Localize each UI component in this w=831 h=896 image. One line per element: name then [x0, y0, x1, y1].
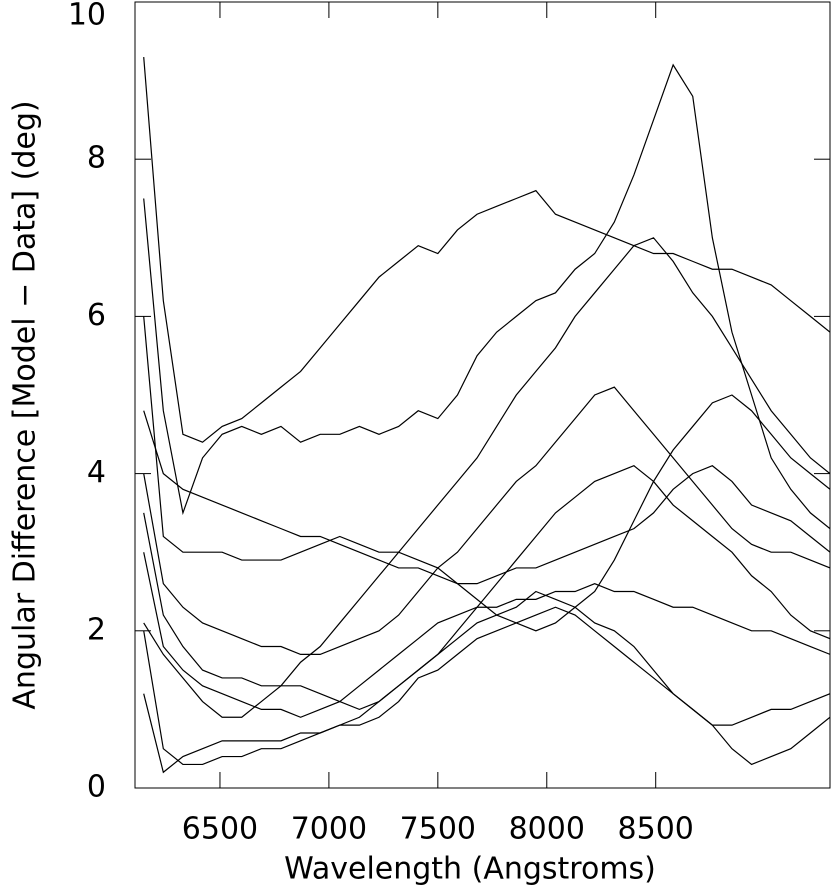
y-tick-label: 0	[87, 770, 106, 805]
y-tick-label: 10	[68, 0, 106, 33]
series-line	[143, 386, 830, 655]
series-line	[143, 63, 830, 530]
y-tick-label: 4	[87, 455, 106, 490]
series-line	[143, 237, 830, 718]
x-axis-label: Wavelength (Angstroms)	[284, 852, 656, 887]
series-line	[143, 590, 830, 766]
x-tick-label: 7000	[291, 812, 367, 847]
series-line	[143, 606, 830, 774]
x-tick-label: 8000	[509, 812, 585, 847]
x-tick-label: 7500	[400, 812, 476, 847]
y-axis-label: Angular Difference [Model − Data] (deg)	[8, 100, 43, 709]
x-tick-label: 6500	[182, 812, 258, 847]
series-line	[143, 56, 830, 443]
series-line	[143, 316, 830, 632]
series-line	[143, 465, 830, 711]
plot-frame	[134, 1, 831, 789]
y-tick-label: 6	[87, 298, 106, 333]
x-tick-label: 8500	[618, 812, 694, 847]
lines	[143, 56, 830, 774]
y-tick-label: 8	[87, 141, 106, 176]
series-line	[143, 410, 830, 585]
y-tick-label: 2	[87, 612, 106, 647]
